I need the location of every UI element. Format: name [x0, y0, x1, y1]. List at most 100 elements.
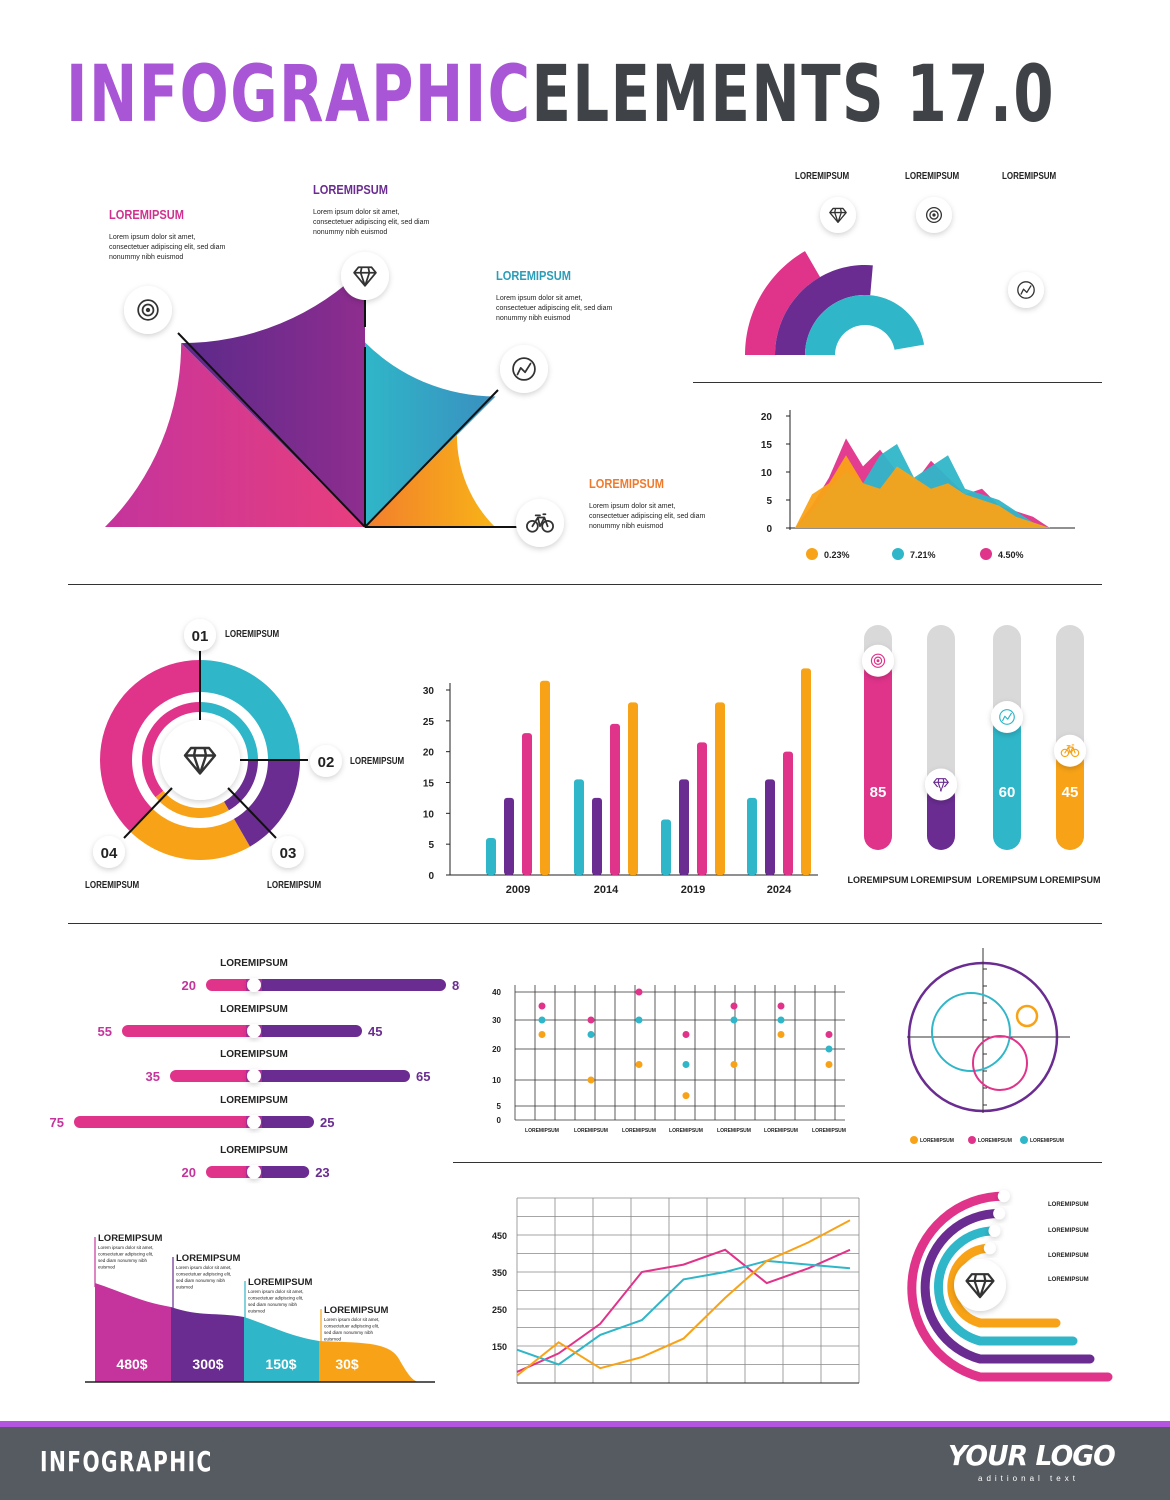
divider-2 — [68, 923, 1102, 924]
donut-leader — [227, 787, 277, 839]
rainbow-label-1: LOREMIPSUM — [795, 171, 850, 182]
donut-inner-slice — [200, 702, 258, 760]
donut-label-02: LOREMIPSUM — [350, 756, 405, 767]
radial-bar-chart: LOREMIPSUM LOREMIPSUM LOREMIPSUM LOREMIPSUM — [907, 1190, 1113, 1382]
div-bar-left — [206, 1166, 254, 1178]
diamond-icon — [353, 266, 377, 287]
footer-logo: YOUR LOGO — [948, 1439, 1116, 1472]
div-bar-left — [74, 1116, 254, 1128]
bar — [801, 668, 811, 875]
line-series — [516, 1248, 851, 1373]
area-legend-swatch — [806, 548, 818, 560]
div-right-value: 45 — [368, 1024, 382, 1039]
badge-circle — [820, 197, 856, 233]
radial-label: LOREMIPSUM — [1048, 1253, 1089, 1259]
donut-label-04: LOREMIPSUM — [85, 880, 140, 891]
price-desc: Lorem ipsum dolor sit amet, — [176, 1265, 232, 1270]
div-label: LOREMIPSUM — [220, 1095, 288, 1106]
dot-x-tick: LOREMIPSUM — [622, 1128, 656, 1134]
bubble — [931, 992, 1011, 1072]
bar-y-tick: 10 — [423, 809, 435, 820]
diamond-icon — [925, 768, 957, 801]
vbar-value: 60 — [999, 784, 1016, 801]
line-y-tick: 350 — [492, 1268, 507, 1278]
vbar-fill — [927, 782, 955, 850]
dot-x-tick: LOREMIPSUM — [764, 1128, 798, 1134]
bicycle-icon — [1054, 734, 1086, 767]
vbar-value: 85 — [870, 784, 887, 801]
dot-point — [777, 1031, 785, 1038]
chart-icon — [999, 709, 1015, 725]
vbar-label: LOREMIPSUM — [847, 875, 908, 885]
chart-icon — [500, 345, 548, 393]
semi-pie-label-3: LOREMIPSUM — [496, 268, 571, 283]
area-y-tick: 20 — [761, 412, 773, 423]
radial-knob — [997, 1190, 1010, 1203]
price-area-segment — [244, 1317, 319, 1382]
dot-y-tick: 5 — [497, 1102, 502, 1111]
area-y-tick: 5 — [766, 496, 772, 507]
div-knob — [247, 978, 261, 992]
vbar-label: LOREMIPSUM — [910, 875, 971, 885]
dot-x-tick: LOREMIPSUM — [717, 1128, 751, 1134]
div-knob — [247, 1069, 261, 1083]
donut-inner-slice — [155, 790, 229, 818]
donut-chart: 01 02 03 04 — [93, 619, 342, 868]
line-series — [516, 1219, 851, 1377]
footer: INFOGRAPHIC YOUR LOGO aditional text — [0, 1421, 1170, 1500]
div-right-value: 23 — [315, 1165, 329, 1180]
bubble-legend-swatch — [910, 1136, 918, 1144]
badge-circle — [1008, 272, 1044, 308]
bicycle-icon — [526, 513, 554, 533]
div-right-value: 25 — [320, 1115, 334, 1130]
dot-point — [682, 1061, 690, 1068]
price-desc: Lorem ipsum dolor sit amet, — [248, 1289, 304, 1294]
div-knob — [247, 1115, 261, 1129]
dot-point — [777, 1016, 785, 1024]
bar-y-tick: 15 — [423, 779, 435, 790]
price-label: LOREMIPSUM — [248, 1277, 312, 1288]
target-ring — [925, 206, 943, 224]
dot-y-tick: 40 — [492, 988, 501, 997]
bike-frame — [1064, 744, 1076, 754]
dot-point — [587, 1031, 595, 1038]
bar-x-tick: 2014 — [594, 884, 619, 896]
footer-title: INFOGRAPHIC — [40, 1445, 213, 1478]
bar-x-tick: 2019 — [681, 884, 705, 896]
badge-circle — [925, 768, 957, 801]
div-left-value: 75 — [50, 1115, 64, 1130]
bar — [679, 779, 689, 875]
dot-point — [825, 1061, 833, 1068]
area-chart: 0 5 10 15 20 0.23% 7.21% 4.50% — [761, 410, 1075, 560]
chart-line — [516, 362, 532, 376]
bar — [610, 723, 620, 875]
diamond-shape — [829, 207, 847, 224]
diamond-icon — [933, 778, 949, 792]
bar — [486, 838, 496, 875]
vbar-fill — [864, 658, 892, 850]
semi-pie-chart — [105, 252, 564, 547]
bar — [522, 733, 532, 875]
div-label: LOREMIPSUM — [220, 1049, 288, 1060]
donut-number-badge — [272, 836, 304, 868]
dot-point — [635, 988, 643, 996]
dot-point — [730, 1016, 738, 1024]
rainbow-band — [745, 251, 820, 355]
target-icon — [916, 197, 952, 233]
bar-x-tick: 2024 — [767, 884, 792, 896]
bar — [628, 702, 638, 875]
div-bar-left — [122, 1025, 254, 1037]
bar — [504, 797, 514, 875]
dot-point — [730, 1061, 738, 1068]
semi-pie-label-2: LOREMIPSUM — [313, 182, 388, 197]
price-value: 150$ — [265, 1356, 296, 1372]
price-desc: Lorem ipsum dolor sit amet, — [324, 1317, 380, 1322]
diamond-shape — [353, 266, 377, 287]
bar — [747, 797, 757, 875]
diamond-icon — [820, 197, 856, 233]
semi-pie-leader — [177, 332, 366, 528]
chart-icon — [1017, 281, 1035, 299]
price-area-segment — [319, 1341, 420, 1382]
bubble — [1015, 1004, 1039, 1028]
